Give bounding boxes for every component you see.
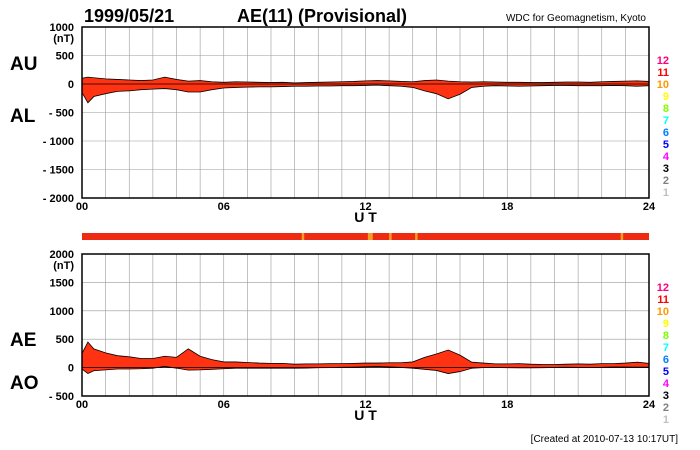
station-count-9: 9 <box>663 318 669 330</box>
au-al-panel: 1000 500 0 - 500 - 1000 - 1500 - 2000 (nT) 00 06 1… <box>43 22 670 225</box>
station-count-4: 4 <box>663 378 670 390</box>
y-tick-label: - 500 <box>49 391 74 403</box>
x-tick-label: 00 <box>76 201 88 213</box>
unit-label: (nT) <box>53 33 74 45</box>
plot-frame <box>81 26 650 199</box>
au-label: AU <box>10 54 37 75</box>
y-tick-label: - 2000 <box>43 193 74 205</box>
station-count-9: 9 <box>663 91 669 103</box>
strip-flag-mark <box>389 233 392 240</box>
station-count-12: 12 <box>657 282 669 294</box>
y-tick-label: 1000 <box>50 22 74 34</box>
y-tick-label: 500 <box>56 51 74 63</box>
x-tick-label: 24 <box>643 399 656 411</box>
x-tick-label: 18 <box>501 399 513 411</box>
strip-flag-mark <box>367 233 371 240</box>
station-count-3: 3 <box>663 390 669 402</box>
station-count-5: 5 <box>663 366 669 378</box>
y-tick-label: 2000 <box>50 249 74 261</box>
x-tick-label: 06 <box>218 201 230 213</box>
al-label: AL <box>10 106 36 127</box>
station-count-8: 8 <box>663 330 669 342</box>
station-count-7: 7 <box>663 115 669 127</box>
ae-label: AE <box>10 330 36 351</box>
station-count-2: 2 <box>663 175 669 187</box>
y-tick-label: 0 <box>68 79 74 91</box>
station-count-8: 8 <box>663 103 669 115</box>
x-tick-label: 24 <box>643 201 656 213</box>
y-tick-label: 0 <box>68 363 74 375</box>
station-count-10: 10 <box>657 306 669 318</box>
y-tick-label: 1000 <box>50 306 74 318</box>
strip-flag-mark <box>301 233 305 240</box>
y-tick-label: - 500 <box>49 108 74 120</box>
station-count-6: 6 <box>663 354 669 366</box>
x-tick-label: 12 <box>359 399 371 411</box>
x-tick-label: 18 <box>501 201 513 213</box>
station-count-11: 11 <box>657 67 669 79</box>
strip-flag-mark <box>415 233 418 240</box>
station-count-1: 1 <box>663 187 669 199</box>
source-label: WDC for Geomagnetism, Kyoto <box>506 13 646 24</box>
y-tick-label: 500 <box>56 334 74 346</box>
x-axis-label: U T <box>354 209 377 225</box>
plot-frame <box>81 253 650 397</box>
y-tick-label: - 1000 <box>43 136 74 148</box>
x-tick-label: 12 <box>359 201 371 213</box>
station-count-3: 3 <box>663 163 669 175</box>
station-count-11: 11 <box>657 294 669 306</box>
ao-label: AO <box>10 373 39 394</box>
date-title: 1999/05/21 <box>84 6 174 26</box>
station-count-12: 12 <box>657 55 669 67</box>
station-count-5: 5 <box>663 139 669 151</box>
station-count-2: 2 <box>663 402 669 414</box>
strip-flags <box>301 233 624 240</box>
x-tick-label: 00 <box>76 399 88 411</box>
station-count-4: 4 <box>663 151 670 163</box>
strip-flag-mark <box>620 233 624 240</box>
created-note: [Created at 2010-07-13 10:17UT] <box>531 434 679 445</box>
data-quality-strip <box>82 233 649 240</box>
station-count-1: 1 <box>663 414 669 426</box>
station-count-6: 6 <box>663 127 669 139</box>
station-count-7: 7 <box>663 342 669 354</box>
unit-label: (nT) <box>53 260 74 272</box>
y-tick-label: 1500 <box>50 277 74 289</box>
station-count-10: 10 <box>657 79 669 91</box>
y-tick-label: - 1500 <box>43 165 74 177</box>
strip-flag-mark <box>370 233 373 240</box>
x-tick-label: 06 <box>218 399 230 411</box>
chart-title: AE(11) (Provisional) <box>237 6 407 26</box>
x-axis-label: U T <box>354 407 377 423</box>
